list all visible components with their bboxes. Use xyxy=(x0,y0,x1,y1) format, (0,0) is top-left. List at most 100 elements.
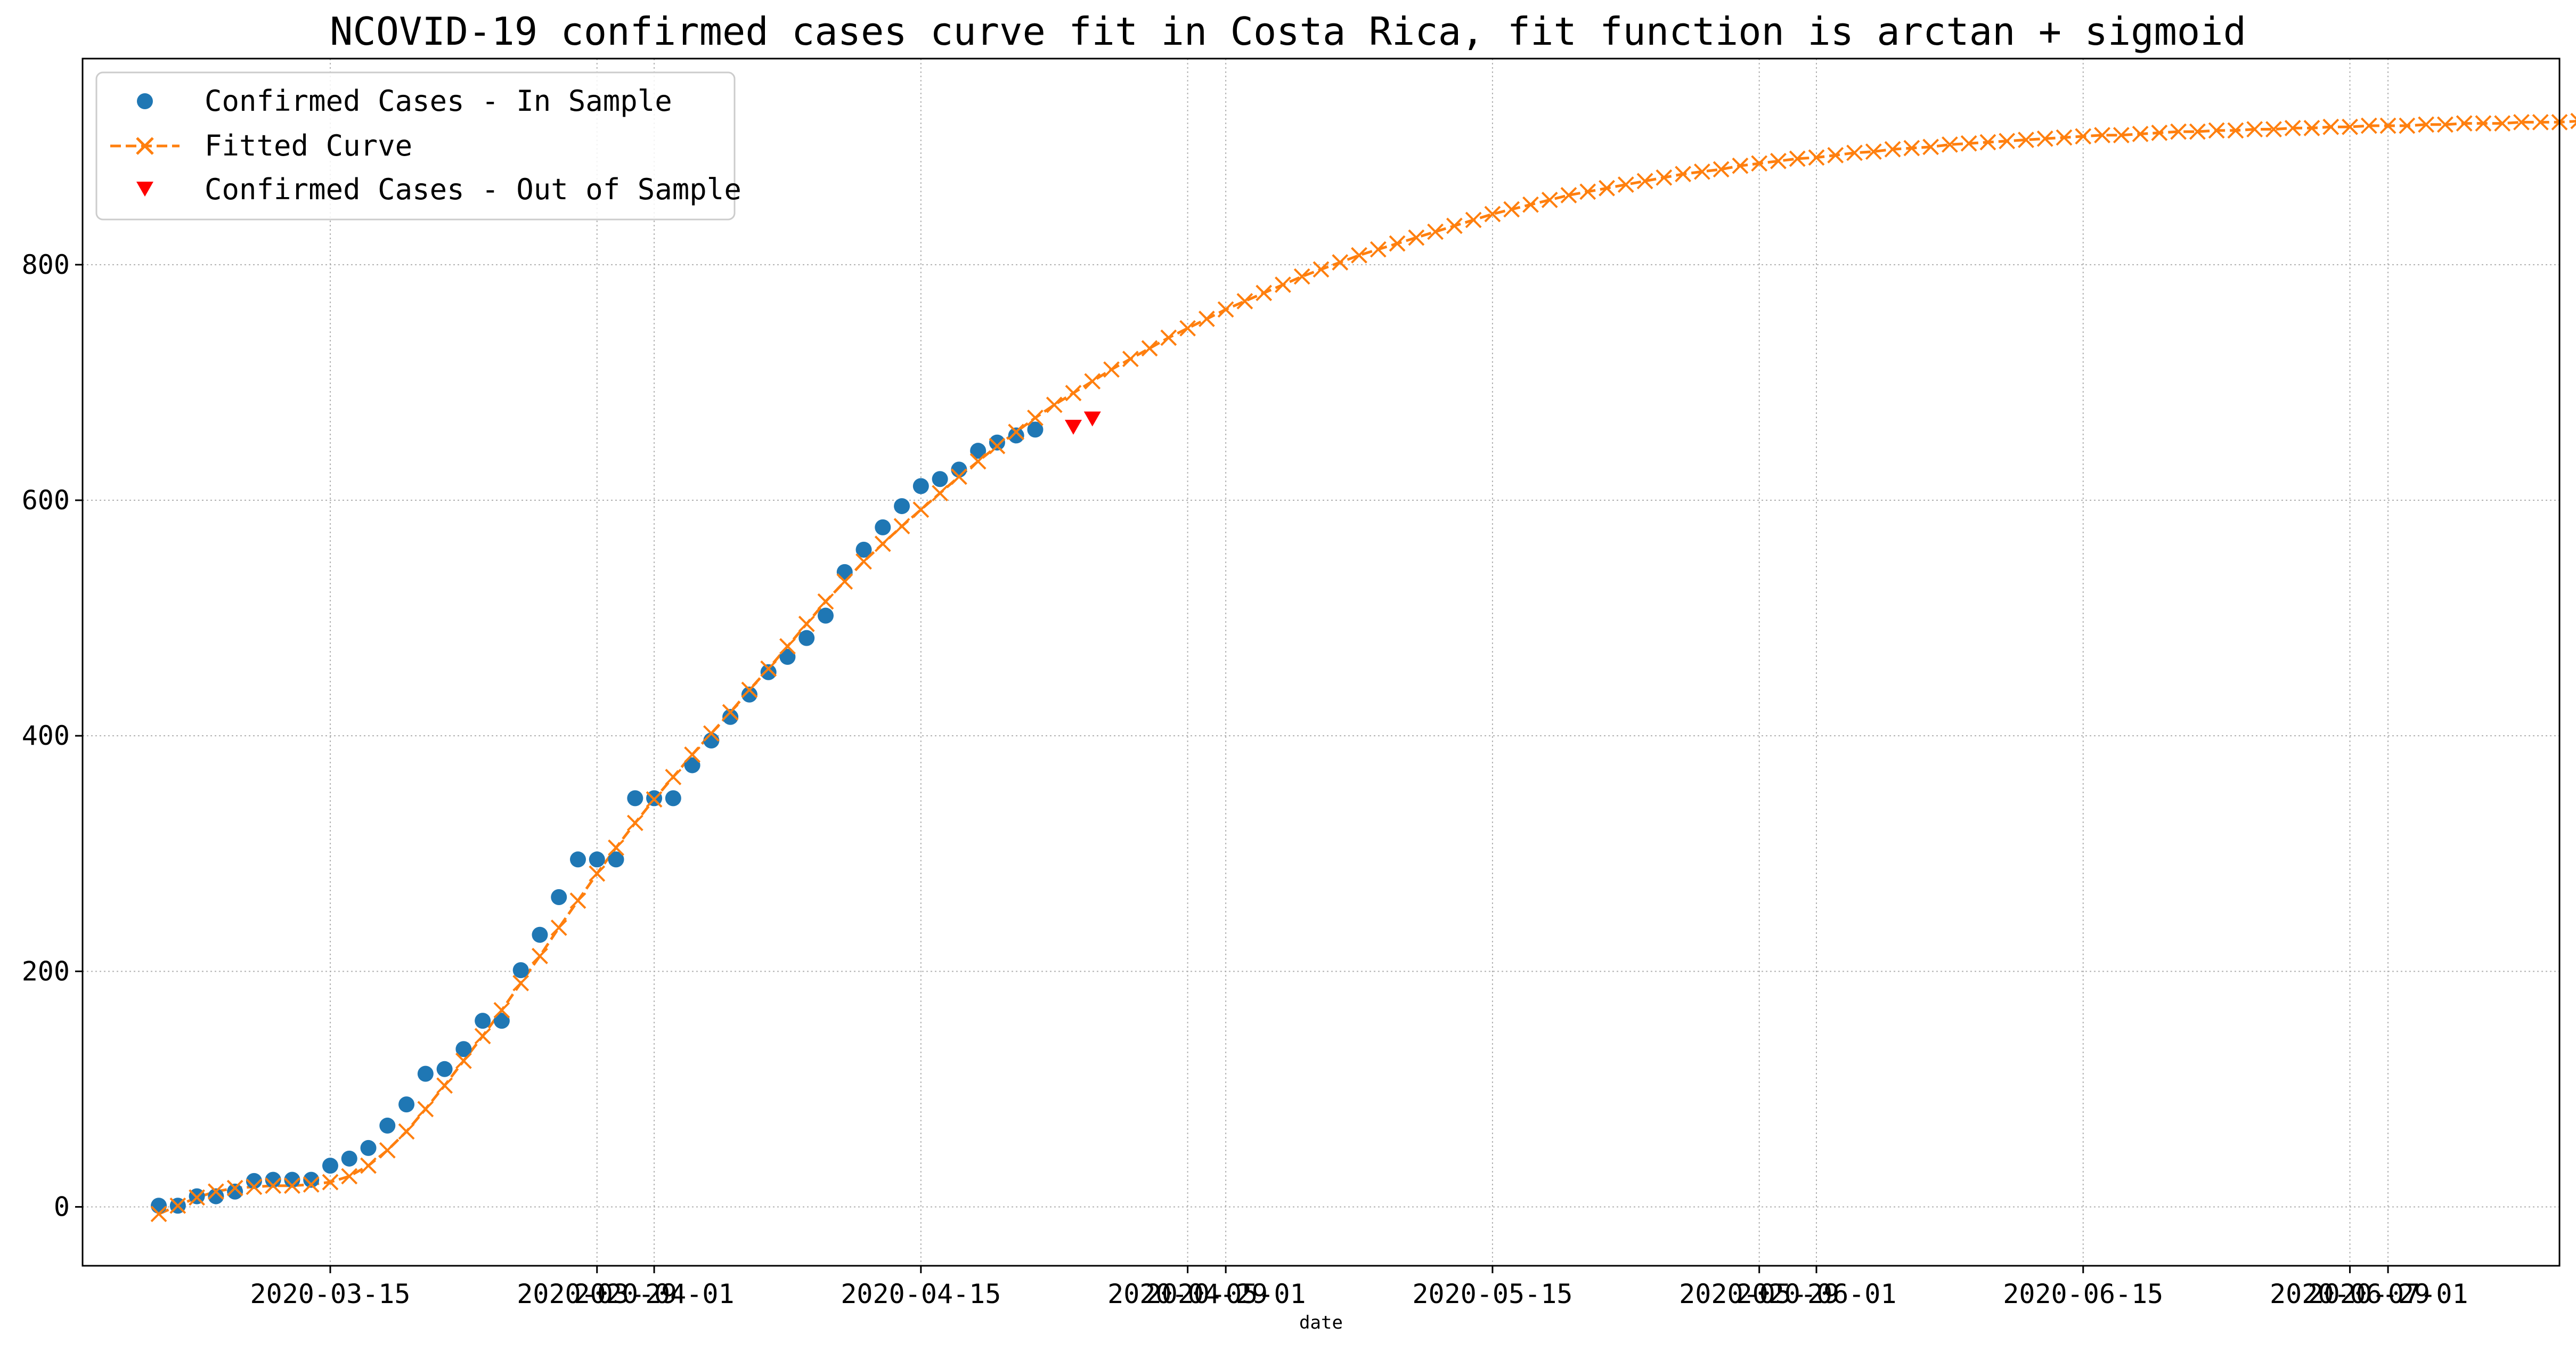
in-sample-point xyxy=(475,1013,491,1029)
in-sample-point xyxy=(989,434,1005,451)
in-sample-point xyxy=(1027,421,1044,438)
fitted-curve-marker xyxy=(608,839,624,856)
fitted-curve-marker xyxy=(932,485,949,502)
fitted-curve-marker xyxy=(1465,211,1482,229)
fitted-curve-marker xyxy=(341,1168,358,1185)
fitted-curve-marker xyxy=(1160,329,1177,346)
in-sample-point xyxy=(360,1140,377,1156)
fitted-curve-marker xyxy=(1027,409,1044,426)
fitted-curve-marker xyxy=(2227,122,2244,139)
fitted-curve-marker xyxy=(265,1177,282,1194)
fitted-curve-marker xyxy=(303,1176,320,1193)
fitted-curve-marker xyxy=(2360,117,2377,134)
fitted-curve-marker xyxy=(1522,196,1539,213)
fitted-curve-marker xyxy=(855,553,872,570)
fitted-curve-marker xyxy=(1427,223,1444,240)
legend-label-out-of-sample: Confirmed Cases - Out of Sample xyxy=(205,173,741,206)
fitted-curve-marker xyxy=(969,453,987,470)
fitted-curve-marker xyxy=(1903,140,1920,157)
in-sample-point xyxy=(779,649,796,665)
fitted-curve-marker xyxy=(1656,169,1673,186)
x-axis-label: date xyxy=(1299,1312,1343,1333)
y-tick-label: 0 xyxy=(54,1191,70,1222)
fitted-curve-marker xyxy=(2399,117,2416,134)
fitted-curve-marker xyxy=(1789,150,1806,167)
in-sample-point xyxy=(436,1061,453,1077)
fitted-curve-marker xyxy=(2170,123,2187,140)
in-sample-point xyxy=(551,889,567,906)
legend-label-fitted-curve: Fitted Curve xyxy=(205,129,412,162)
in-sample-point xyxy=(493,1013,510,1029)
fitted-curve-marker xyxy=(246,1178,263,1195)
fitted-curve-marker xyxy=(1046,396,1063,413)
in-sample-point xyxy=(760,664,777,680)
legend-label-in-sample: Confirmed Cases - In Sample xyxy=(205,84,672,118)
fitted-curve-marker xyxy=(1179,320,1196,337)
in-sample-point xyxy=(875,519,891,535)
y-tick-label: 600 xyxy=(22,485,70,516)
fitted-curve-marker xyxy=(2246,121,2263,138)
fitted-curve-marker xyxy=(2056,129,2073,146)
in-sample-point xyxy=(512,962,529,979)
fitted-curve-marker xyxy=(2570,112,2576,129)
fitted-curve-marker xyxy=(1675,166,1692,183)
fitted-curve-marker xyxy=(989,437,1006,454)
fitted-curve-marker xyxy=(684,746,701,763)
fitted-curve-marker xyxy=(1084,373,1101,390)
fitted-curve-marker xyxy=(1408,229,1425,246)
fitted-curve-marker xyxy=(1865,143,1882,160)
fitted-curve-marker xyxy=(779,638,796,655)
in-sample-point xyxy=(818,607,834,624)
fitted-curve-marker xyxy=(950,468,967,485)
fitted-curve-marker xyxy=(2475,115,2492,132)
x-tick-label: 2020-07-01 xyxy=(2308,1279,2468,1309)
legend-marker-out-of-sample xyxy=(136,182,153,197)
x-tick-label: 2020-06-01 xyxy=(1736,1279,1896,1309)
fitted-curve-marker xyxy=(550,919,567,936)
fitted-curve-marker xyxy=(760,660,777,677)
grid xyxy=(83,59,2559,1266)
chart-title: NCOVID-19 confirmed cases curve fit in C… xyxy=(330,9,2246,54)
fitted-curve-marker xyxy=(474,1028,491,1045)
fitted-curve-marker xyxy=(2456,115,2473,132)
fitted-curve-marker xyxy=(1636,173,1653,190)
fitted-curve-marker xyxy=(169,1197,186,1214)
in-sample-point xyxy=(208,1188,224,1204)
x-tick-label: 2020-05-29 xyxy=(1679,1279,1839,1309)
x-tick-label: 2020-05-01 xyxy=(1146,1279,1306,1309)
fitted-curve-marker xyxy=(436,1077,453,1094)
fitted-curve-marker xyxy=(1713,161,1730,178)
in-sample-point xyxy=(589,851,605,868)
in-sample-point xyxy=(970,443,987,459)
fitted-curve-marker xyxy=(2322,118,2339,135)
fitted-curve-marker xyxy=(1979,134,1996,151)
in-sample-point xyxy=(151,1198,167,1214)
fitted-curve-marker xyxy=(1503,201,1520,218)
fitted-curve-marker xyxy=(2342,118,2358,135)
in-sample-point xyxy=(684,757,700,774)
fitted-curve-marker xyxy=(2494,115,2511,132)
fitted-curve-marker xyxy=(1446,217,1463,234)
fitted-curve-marker xyxy=(2113,127,2130,144)
fitted-curve-marker xyxy=(1275,276,1291,293)
fitted-curve-marker xyxy=(1389,235,1406,252)
fitted-curve-marker xyxy=(512,975,529,991)
fitted-curve-marker xyxy=(2513,113,2530,131)
fitted-curve-marker xyxy=(626,815,643,832)
fitted-curve-marker xyxy=(1198,311,1215,327)
fitted-curve-marker xyxy=(207,1183,224,1200)
fitted-curve-marker xyxy=(1922,139,1939,156)
in-sample-point xyxy=(798,630,815,646)
x-tick-label: 2020-03-15 xyxy=(250,1279,410,1309)
fitted-curve-marker xyxy=(912,501,930,518)
fitted-curve-marker xyxy=(2075,128,2092,145)
fitted-curve-marker xyxy=(398,1123,415,1140)
fitted-curve-marker xyxy=(1008,424,1025,441)
fitted-curve-marker xyxy=(2532,113,2549,131)
fitted-curve-marker xyxy=(1236,292,1253,310)
in-sample-point xyxy=(836,564,853,580)
in-sample-point xyxy=(303,1171,320,1188)
fitted-curve-marker xyxy=(2018,132,2034,148)
fitted-curve-marker xyxy=(1846,144,1863,161)
